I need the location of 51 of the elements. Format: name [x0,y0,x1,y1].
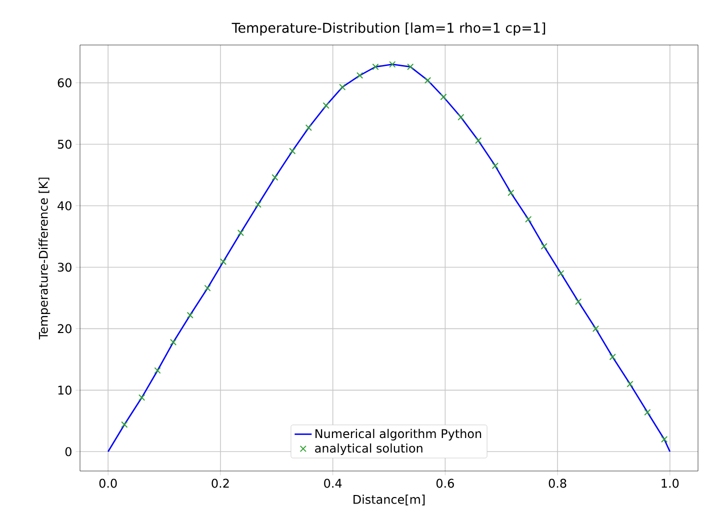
point [525,216,532,223]
point [170,338,177,346]
point [492,162,499,170]
y-tick-label: 0 [65,447,72,456]
point [592,325,600,332]
point [356,72,364,79]
point [458,114,464,121]
point [475,137,482,144]
point [204,284,211,292]
x-tick-label: 0.2 [212,478,229,488]
x-tick-label: 0.4 [324,478,342,488]
point [660,436,668,443]
point [138,394,146,401]
legend-label: Numerical algorithm Python [316,428,482,440]
point [272,174,278,181]
point [424,77,432,84]
x-axis-title: Distance[m] [354,494,425,506]
legend-label: analytical solution [315,443,422,456]
point [440,94,447,100]
point [121,421,128,428]
x-tick-label: 0.0 [99,478,117,488]
x-tick-label: 0.8 [548,478,566,488]
point [237,229,244,236]
x-tick-label: 1.0 [662,478,679,488]
point [644,408,651,416]
point [220,258,227,266]
y-tick-label: 50 [58,140,72,149]
y-tick-label: 10 [58,386,72,395]
point [305,124,312,131]
point [626,380,634,388]
point [254,201,262,208]
point [322,102,330,109]
point [372,64,379,70]
point [339,84,346,90]
point [289,148,296,154]
y-tick-label: 30 [58,262,72,272]
y-tick-label: 40 [58,201,72,210]
point [154,367,161,374]
point [389,61,396,68]
point [558,270,564,277]
x-tick-label: 0.6 [436,478,454,488]
point [609,354,616,360]
point [508,190,514,196]
y-tick-label: 20 [58,324,72,334]
y-tick-label: 60 [58,78,72,88]
point [540,243,548,250]
point [575,298,582,305]
chart-title: Temperature-Distribution [lam=1 rho=1 cp=1] [232,22,546,36]
point [186,312,194,318]
y-axis-title: Temperature-Difference [K] [38,178,50,340]
point [407,64,414,70]
